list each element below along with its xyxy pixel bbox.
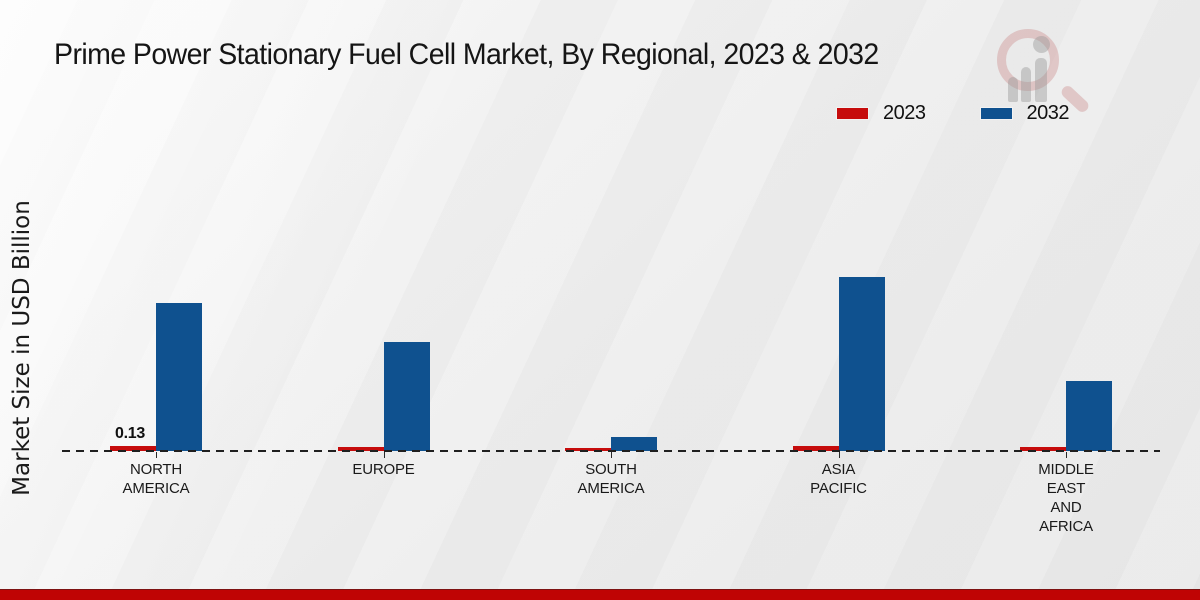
legend-label-2032: 2032 xyxy=(1026,102,1070,124)
watermark-bar-icon xyxy=(1021,67,1031,102)
x-axis-category-label-middle-east-and-africa: MIDDLE EAST AND AFRICA xyxy=(1038,461,1094,535)
x-axis-tick xyxy=(1066,452,1067,458)
x-axis-tick xyxy=(611,452,612,458)
value-label-2023-north-america: 0.13 xyxy=(115,425,145,442)
legend-label-2023: 2023 xyxy=(883,102,926,124)
x-axis-category-label-europe: EUROPE xyxy=(352,461,415,478)
bar-2023-europe xyxy=(337,447,384,451)
footer-accent-bar xyxy=(0,589,1200,600)
bar-2032-asia-pacific xyxy=(838,277,885,451)
y-axis-label: Market Size in USD Billion xyxy=(9,200,35,496)
bar-2023-middle-east-and-africa xyxy=(1020,447,1066,451)
legend-swatch-2032 xyxy=(979,107,1013,120)
x-axis-category-label-asia-pacific: ASIA PACIFIC xyxy=(810,461,867,497)
watermark-bar-icon xyxy=(1008,77,1018,102)
bar-2032-north-america xyxy=(156,303,202,451)
x-axis-category-label-south-america: SOUTH AMERICA xyxy=(577,461,645,497)
bar-2032-south-america xyxy=(611,437,657,451)
magnifier-lens-icon xyxy=(997,29,1059,91)
watermark-person-head-icon xyxy=(1033,36,1050,53)
legend: 2023 2032 xyxy=(836,102,1069,125)
x-axis-tick xyxy=(156,452,157,458)
bar-2023-asia-pacific xyxy=(792,446,839,451)
legend-item-2032: 2032 xyxy=(979,102,1070,125)
bar-2023-south-america xyxy=(565,448,611,451)
x-axis-tick xyxy=(383,452,385,458)
legend-item-2023: 2023 xyxy=(836,102,926,125)
zero-baseline-dashed xyxy=(62,450,1160,452)
chart-title: Prime Power Stationary Fuel Cell Market,… xyxy=(54,38,879,71)
watermark-logo xyxy=(995,25,1105,125)
legend-swatch-2023 xyxy=(836,107,869,120)
bar-2032-europe xyxy=(383,342,430,451)
watermark-bar-icon xyxy=(1035,58,1047,102)
x-axis-category-label-north-america: NORTH AMERICA xyxy=(122,461,190,497)
bar-2023-north-america xyxy=(110,446,156,451)
x-axis-tick xyxy=(838,452,840,458)
bar-2032-middle-east-and-africa xyxy=(1066,381,1112,451)
